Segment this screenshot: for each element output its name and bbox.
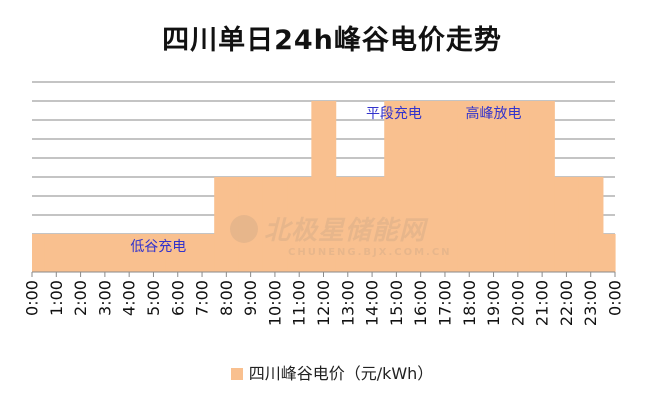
price-bar-6 xyxy=(165,234,191,272)
price-bar-16 xyxy=(408,101,434,272)
x-tick-label: 23:00 xyxy=(581,280,600,326)
x-tick-label: 0:00 xyxy=(606,280,625,316)
price-bar-21 xyxy=(529,101,555,272)
price-bar-2 xyxy=(68,234,94,272)
x-tick-label: 18:00 xyxy=(460,280,479,326)
price-bar-18 xyxy=(457,101,482,272)
price-bar-22 xyxy=(554,177,580,272)
x-tick-label: 6:00 xyxy=(168,280,187,316)
annotations: 低谷充电 平段充电 高峰放电 xyxy=(130,105,521,255)
x-tick-label: 17:00 xyxy=(435,280,454,326)
x-axis xyxy=(31,271,616,277)
price-bar-15 xyxy=(384,101,410,272)
x-tick-label: 0:00 xyxy=(23,280,42,316)
legend: 四川峰谷电价（元/kWh） xyxy=(0,360,664,384)
x-tick-label: 19:00 xyxy=(484,280,503,326)
x-tick-label: 12:00 xyxy=(314,280,333,326)
price-bar-20 xyxy=(505,101,531,272)
x-tick-label: 5:00 xyxy=(144,280,163,316)
price-bar-11 xyxy=(287,177,312,272)
price-bar-1 xyxy=(44,234,70,272)
price-bar-3 xyxy=(92,234,118,272)
x-tick-label: 15:00 xyxy=(387,280,406,326)
price-bar-5 xyxy=(141,234,167,272)
annotation-label: 低谷充电 xyxy=(130,239,186,255)
legend-swatch xyxy=(230,368,243,380)
price-bar-12 xyxy=(311,101,337,272)
price-bar-7 xyxy=(189,234,215,272)
x-tick-label: 2:00 xyxy=(71,280,90,316)
price-bar-4 xyxy=(117,234,142,272)
x-tick-label: 9:00 xyxy=(241,280,260,316)
price-bar-14 xyxy=(359,177,385,272)
price-bar-0 xyxy=(32,234,45,272)
x-tick-label: 22:00 xyxy=(557,280,576,326)
price-bar-17 xyxy=(432,101,458,272)
price-bar-8 xyxy=(214,177,240,272)
price-bar-10 xyxy=(262,177,288,272)
x-tick-labels: 0:00 1:00 2:00 3:00 4:00 5:00 6:00 7:00 8:00 9:00… xyxy=(23,280,625,326)
legend-label: 四川峰谷电价（元/kWh） xyxy=(248,364,434,383)
price-bar-9 xyxy=(238,177,264,272)
x-tick-label: 11:00 xyxy=(290,280,309,326)
x-tick-label: 4:00 xyxy=(120,280,139,316)
price-area-series xyxy=(32,101,616,272)
x-tick-label: 7:00 xyxy=(193,280,212,316)
annotation-label: 平段充电 xyxy=(366,106,422,122)
annotation-label: 高峰放电 xyxy=(466,105,522,122)
x-tick-label: 16:00 xyxy=(411,280,430,326)
price-bar-19 xyxy=(481,101,507,272)
x-tick-label: 20:00 xyxy=(508,280,527,326)
x-tick-label: 14:00 xyxy=(363,280,382,326)
price-bar-13 xyxy=(335,177,361,272)
chart-title: 四川单日24h峰谷电价走势 xyxy=(162,25,502,56)
x-tick-label: 13:00 xyxy=(338,280,357,326)
x-tick-label: 21:00 xyxy=(533,280,552,326)
price-bar-23 xyxy=(578,177,604,272)
x-tick-label: 3:00 xyxy=(95,280,114,316)
x-tick-label: 8:00 xyxy=(217,280,236,316)
x-tick-label: 1:00 xyxy=(47,280,66,316)
x-tick-label: 10:00 xyxy=(265,280,284,326)
price-bar-24 xyxy=(602,234,616,272)
